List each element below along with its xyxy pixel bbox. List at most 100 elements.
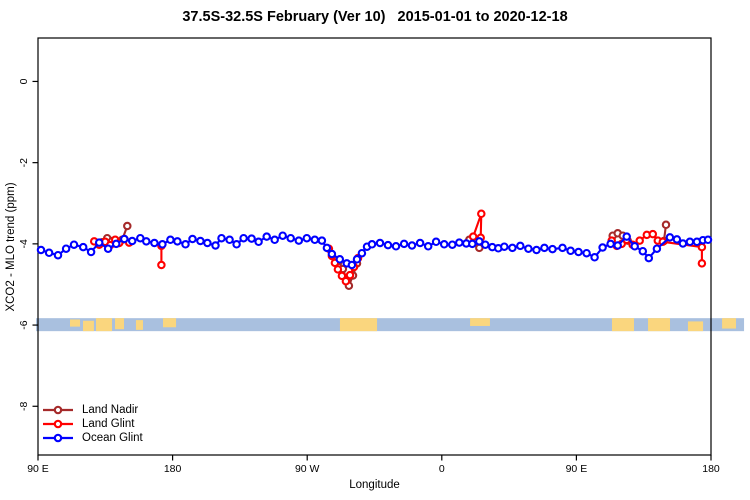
data-point — [383, 240, 393, 250]
data-point — [337, 271, 347, 281]
land-nadir-marker-icon — [43, 405, 73, 415]
land-patch — [115, 318, 124, 330]
legend-label: Land Nadir — [82, 404, 139, 416]
data-point — [468, 239, 477, 249]
data-point — [630, 242, 639, 251]
data-point — [665, 233, 675, 242]
legend-item-ocean-glint: Ocean Glint — [42, 431, 143, 445]
data-point — [270, 235, 279, 245]
data-point — [697, 259, 707, 268]
data-point — [286, 233, 295, 243]
land-glint-marker-icon — [43, 419, 73, 429]
x-tick-label: 0 — [439, 463, 445, 475]
chart-title: 37.5S-32.5S February (Ver 10) 2015-01-01… — [182, 9, 568, 25]
data-point — [367, 240, 377, 249]
data-point — [558, 243, 567, 253]
data-point — [123, 221, 132, 231]
y-tick-label: 0 — [18, 78, 30, 84]
data-point — [127, 236, 137, 246]
data-point — [136, 233, 145, 243]
data-point — [661, 220, 671, 230]
axes: 90 E 180 90 W 0 90 E 180 0 -2 -4 -6 -8 — [18, 78, 720, 475]
data-point — [375, 238, 385, 248]
legend: Land Nadir Land Glint Ocean Glint — [42, 403, 143, 445]
data-point — [638, 246, 648, 256]
data-point — [500, 242, 509, 251]
data-point — [232, 240, 241, 249]
y-tick-label: -2 — [18, 158, 30, 167]
data-point — [475, 237, 484, 246]
data-point — [407, 241, 417, 250]
data-point — [166, 235, 175, 245]
legend-item-land-nadir: Land Nadir — [42, 403, 143, 417]
data-point — [36, 245, 46, 255]
data-point — [188, 234, 197, 244]
data-point — [44, 248, 54, 258]
data-point — [302, 233, 312, 243]
data-point — [335, 255, 345, 264]
data-point — [685, 237, 695, 247]
data-point — [310, 235, 320, 245]
data-point — [173, 237, 182, 246]
x-tick-label: 90 E — [566, 463, 588, 475]
data-point — [606, 239, 615, 249]
data-point — [532, 245, 541, 255]
plot-frame — [37, 37, 712, 456]
data-point — [345, 270, 355, 280]
data-point — [540, 243, 549, 253]
data-point — [516, 241, 525, 251]
data-point — [211, 241, 220, 250]
land-patch — [339, 318, 378, 332]
data-point — [590, 253, 599, 262]
data-point — [120, 234, 129, 244]
land-patch — [83, 320, 94, 332]
data-point — [322, 243, 332, 253]
data-point — [477, 209, 486, 219]
land-patch — [135, 320, 143, 330]
land-patch — [96, 318, 113, 332]
data-point — [582, 248, 591, 258]
data-point — [217, 233, 226, 243]
y-tick-label: -4 — [18, 239, 30, 248]
y-tick-label: -6 — [18, 320, 30, 329]
data-point — [61, 244, 71, 253]
data-point — [111, 239, 121, 249]
data-point — [648, 229, 658, 239]
x-tick-label: 180 — [702, 463, 720, 475]
data-point — [508, 243, 517, 253]
series-ocean-glint — [36, 231, 713, 270]
data-point — [548, 244, 557, 254]
land-patch — [648, 318, 671, 332]
legend-item-land-glint: Land Glint — [42, 417, 143, 431]
data-point — [347, 260, 357, 270]
ocean-glint-marker-icon — [43, 433, 73, 443]
data-point — [455, 238, 464, 247]
land-patch — [163, 318, 177, 328]
data-point — [157, 260, 166, 270]
y-tick-label: -8 — [18, 401, 30, 410]
data-point — [524, 244, 533, 253]
data-point — [278, 231, 287, 240]
data-point — [317, 236, 327, 245]
data-point — [78, 242, 88, 252]
data-point — [352, 255, 362, 264]
data-point — [357, 248, 367, 258]
data-point — [333, 265, 343, 274]
data-point — [622, 232, 631, 241]
data-point — [481, 240, 490, 249]
data-point — [652, 244, 662, 253]
data-point — [566, 246, 575, 256]
data-point — [327, 249, 337, 259]
data-point — [703, 235, 713, 245]
data-point — [225, 235, 234, 245]
data-point — [423, 242, 433, 251]
data-point — [399, 239, 409, 249]
land-patch — [722, 318, 736, 329]
x-tick-label: 180 — [164, 463, 182, 475]
data-point — [468, 232, 478, 241]
land-patch — [470, 318, 490, 326]
x-axis-label: Longitude — [349, 479, 400, 491]
x-tick-label: 90 E — [27, 463, 49, 475]
data-point — [448, 240, 457, 249]
